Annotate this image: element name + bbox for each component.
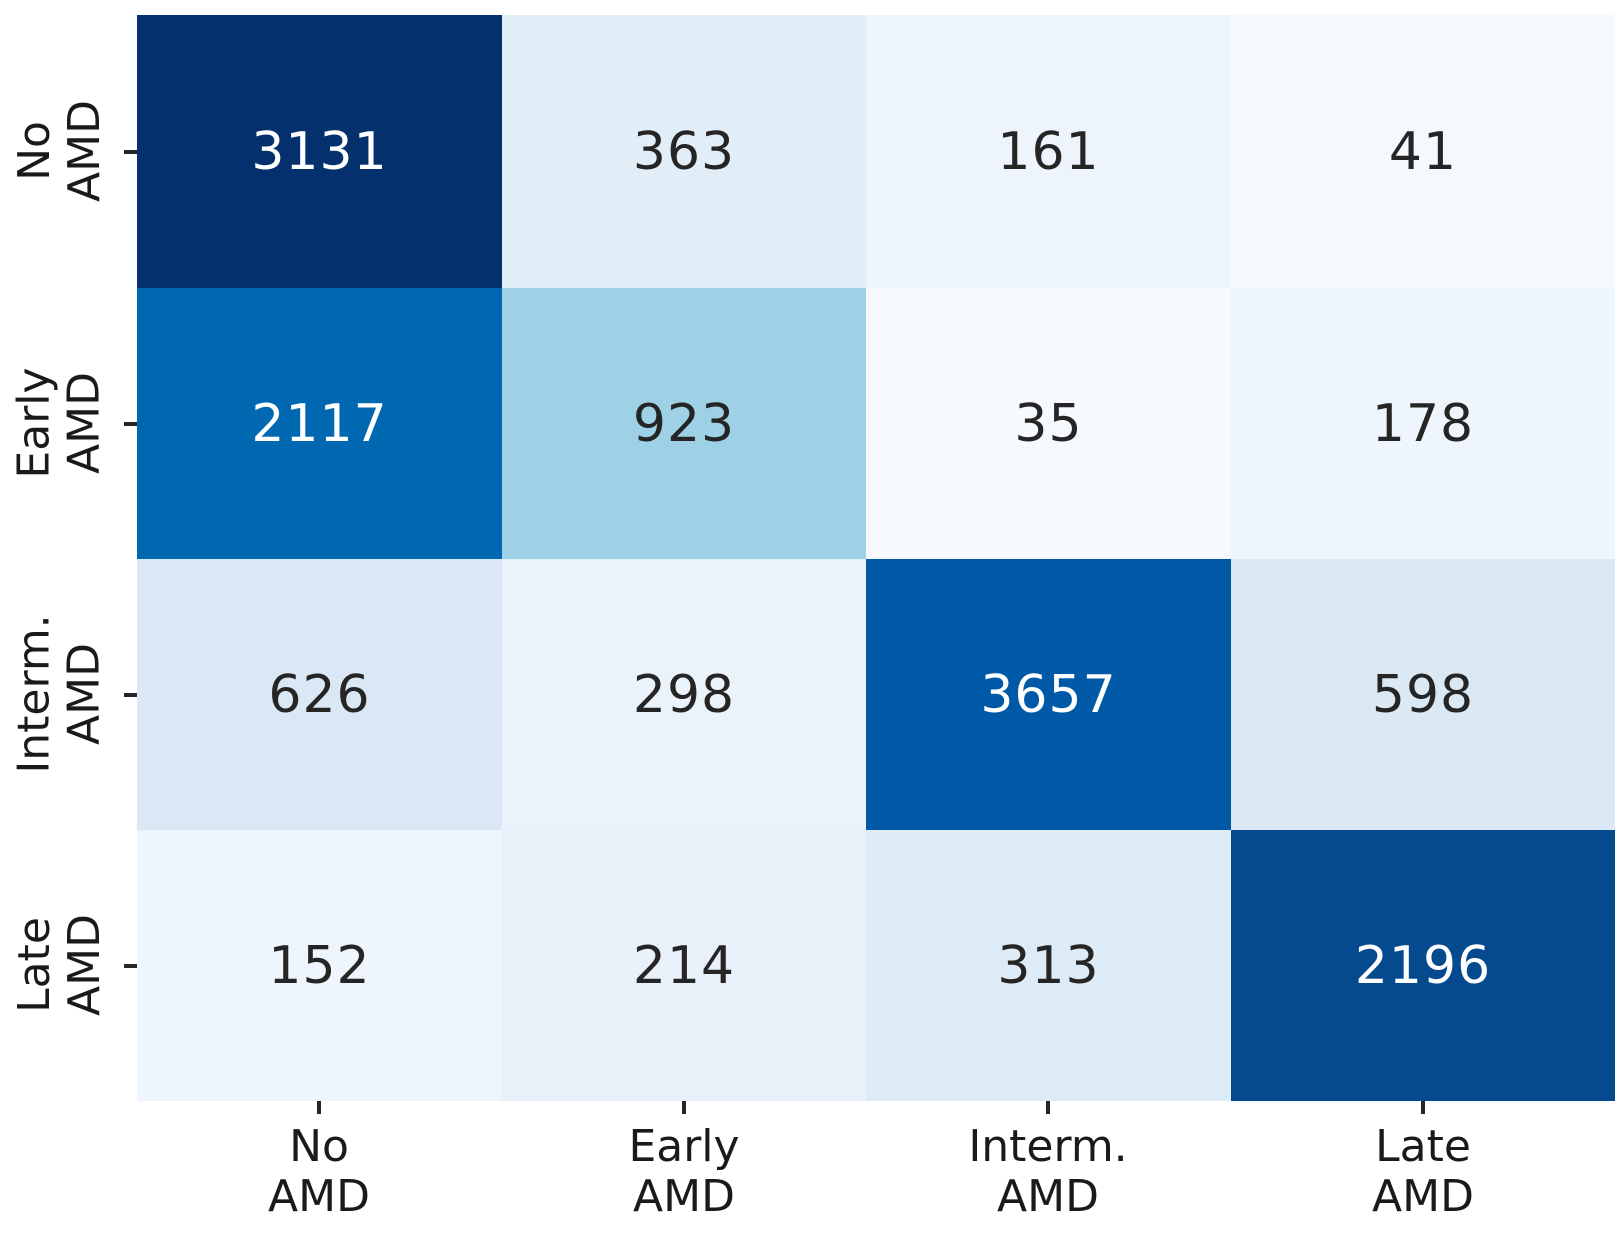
y-tick-label-wrap-3: Interm. AMD [0, 554, 120, 834]
heatmap-cell-r2c3: 598 [1231, 559, 1615, 830]
heatmap-cell-r2c2: 3657 [866, 559, 1231, 830]
y-tick-label-wrap-4: Late AMD [0, 825, 120, 1105]
heatmap-cell-r0c2: 161 [866, 15, 1231, 288]
heatmap-cell-r1c0: 2117 [137, 288, 502, 559]
heatmap-cell-r3c0: 152 [137, 830, 502, 1101]
heatmap-cell-r3c1: 214 [502, 830, 866, 1101]
y-tick-mark-2 [124, 422, 137, 426]
x-tick-label-early-amd: Early AMD [628, 1121, 740, 1222]
x-tick-mark-3 [1046, 1101, 1050, 1114]
heatmap-grid: 3131 363 161 41 2117 923 35 178 626 298 … [137, 15, 1615, 1101]
heatmap-cell-r0c1: 363 [502, 15, 866, 288]
heatmap-cell-r3c2: 313 [866, 830, 1231, 1101]
heatmap-cell-r2c0: 626 [137, 559, 502, 830]
x-tick-label-interm-amd: Interm. AMD [968, 1121, 1128, 1222]
y-tick-label-wrap-1: No AMD [0, 11, 120, 291]
y-tick-label-interm-amd: Interm. AMD [9, 614, 111, 774]
heatmap-cell-r3c3: 2196 [1231, 830, 1615, 1101]
y-tick-label-wrap-2: Early AMD [0, 283, 120, 563]
heatmap-cell-r0c0: 3131 [137, 15, 502, 288]
y-tick-mark-3 [124, 693, 137, 697]
heatmap-cell-r1c2: 35 [866, 288, 1231, 559]
x-tick-mark-4 [1421, 1101, 1425, 1114]
y-tick-label-early-amd: Early AMD [9, 367, 110, 479]
y-tick-mark-1 [124, 150, 137, 154]
x-tick-label-late-amd: Late AMD [1372, 1121, 1474, 1222]
x-tick-label-no-amd: No AMD [268, 1121, 370, 1222]
x-tick-mark-2 [682, 1101, 686, 1114]
heatmap-cell-r1c3: 178 [1231, 288, 1615, 559]
y-tick-label-no-amd: No AMD [8, 100, 110, 202]
y-tick-mark-4 [124, 964, 137, 968]
heatmap-cell-r0c3: 41 [1231, 15, 1615, 288]
x-tick-mark-1 [317, 1101, 321, 1114]
heatmap-cell-r1c1: 923 [502, 288, 866, 559]
heatmap-cell-r2c1: 298 [502, 559, 866, 830]
y-tick-label-late-amd: Late AMD [8, 914, 110, 1016]
